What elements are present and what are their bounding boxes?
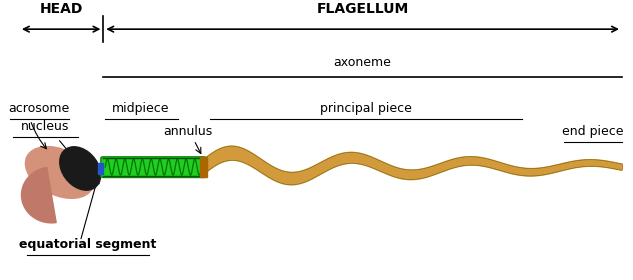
- Text: principal piece: principal piece: [320, 102, 411, 115]
- Text: HEAD: HEAD: [39, 2, 83, 16]
- Text: end piece: end piece: [562, 125, 624, 139]
- Ellipse shape: [60, 147, 101, 190]
- Text: acrosome: acrosome: [8, 102, 70, 115]
- Text: nucleus: nucleus: [21, 120, 70, 133]
- Text: FLAGELLUM: FLAGELLUM: [316, 2, 409, 16]
- Text: axoneme: axoneme: [334, 56, 392, 69]
- Polygon shape: [203, 146, 622, 185]
- Polygon shape: [22, 167, 56, 223]
- Polygon shape: [203, 151, 622, 181]
- Polygon shape: [203, 148, 622, 183]
- Bar: [98, 163, 103, 174]
- Polygon shape: [203, 146, 622, 185]
- FancyBboxPatch shape: [101, 157, 206, 178]
- Text: equatorial segment: equatorial segment: [19, 238, 156, 251]
- Text: midpiece: midpiece: [112, 102, 170, 115]
- Polygon shape: [203, 149, 622, 182]
- Text: annulus: annulus: [163, 125, 212, 139]
- Ellipse shape: [25, 147, 94, 198]
- Polygon shape: [203, 148, 622, 183]
- Bar: [199, 157, 207, 177]
- Polygon shape: [203, 149, 622, 182]
